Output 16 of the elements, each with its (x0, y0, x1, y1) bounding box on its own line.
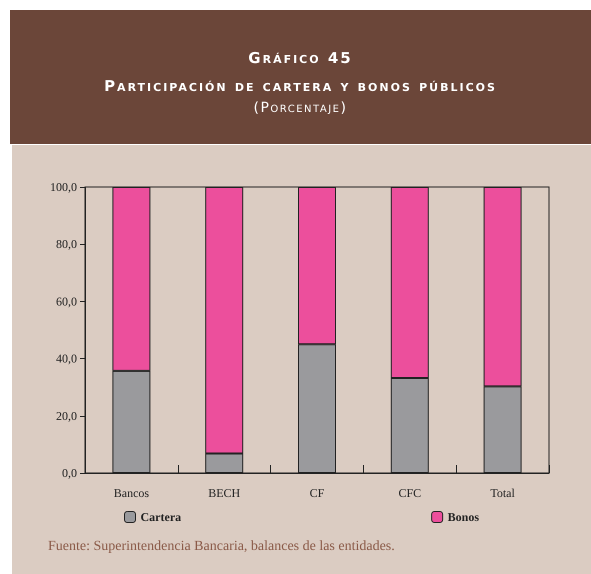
y-tick-label: 0,0 (62, 466, 77, 480)
chart-title: Gráfico 45 Participación de cartera y bonos públicos (103, 48, 498, 97)
y-tick-label: 100,0 (50, 180, 77, 194)
legend-label: Cartera (140, 510, 182, 524)
y-tick-label: 40,0 (56, 352, 77, 366)
x-tick-label: BECH (208, 486, 241, 500)
x-tick-label: CF (310, 486, 325, 500)
y-tick-label: 80,0 (56, 237, 77, 252)
x-tick-label: Total (490, 486, 516, 500)
y-tick-label: 20,0 (56, 408, 77, 423)
y-tick-label: 60,0 (56, 294, 77, 308)
x-tick-label: Bancos (114, 486, 150, 500)
source-note: Fuente: Superintendencia Bancaria, balances de las entidades. (48, 539, 395, 555)
x-tick-label: CFC (398, 486, 422, 500)
legend-label: Bonos (448, 510, 480, 524)
chart-subtitle: (Porcentaje) (252, 100, 348, 116)
